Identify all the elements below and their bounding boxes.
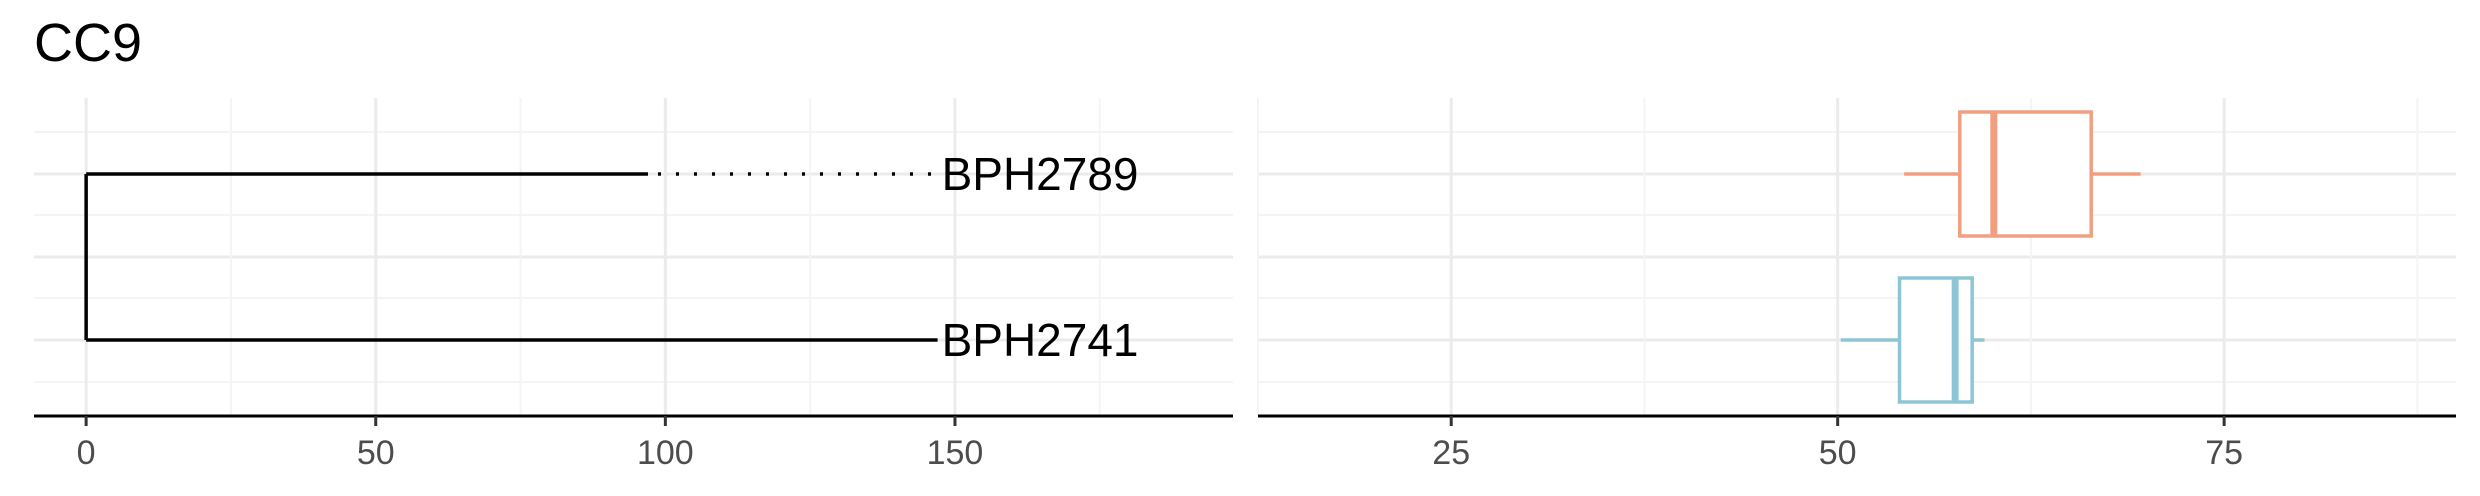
- boxplot-panel: 25 50 75: [1257, 98, 2456, 472]
- chart-title: CC9: [34, 13, 143, 73]
- tree-x-tick-label: 150: [927, 434, 984, 472]
- boxplot-BPH2789: [1904, 110, 2141, 238]
- box-x-tick-label: 25: [1432, 434, 1470, 472]
- box-iqr: [1958, 110, 2093, 238]
- tree-x-tick-label: 0: [77, 434, 96, 472]
- boxplot-BPH2741: [1840, 276, 1985, 404]
- tree-tip-label: BPH2741: [942, 314, 1139, 366]
- tree-x-tick-label: 50: [357, 434, 395, 472]
- box-x-tick-label: 50: [1819, 434, 1857, 472]
- tree-tip-label: BPH2789: [942, 148, 1139, 200]
- box-iqr: [1897, 276, 1974, 404]
- tree-x-tick-label: 100: [637, 434, 694, 472]
- tree-panel: 0 50 100 150 BPH2789 BPH2741: [34, 98, 1233, 472]
- box-x-tick-label: 75: [2205, 434, 2243, 472]
